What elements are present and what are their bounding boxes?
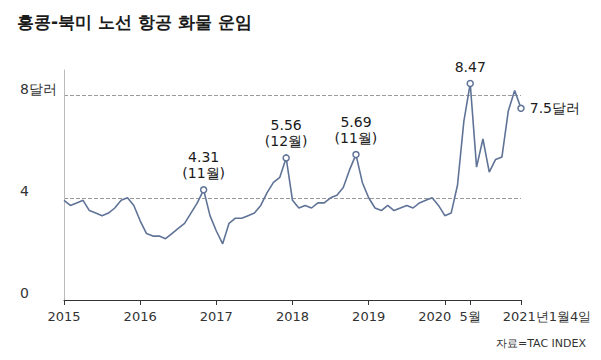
svg-text:2015: 2015 <box>47 309 80 324</box>
svg-text:2019: 2019 <box>352 309 385 324</box>
svg-text:2020: 2020 <box>418 309 451 324</box>
svg-text:2017: 2017 <box>200 309 233 324</box>
svg-text:2016: 2016 <box>124 309 157 324</box>
svg-text:2021년1월4일: 2021년1월4일 <box>503 309 592 324</box>
svg-text:(11월): (11월) <box>335 130 378 146</box>
svg-text:8달러: 8달러 <box>20 81 57 97</box>
svg-text:5월: 5월 <box>460 309 481 324</box>
svg-text:자료=TAC INDEX: 자료=TAC INDEX <box>496 337 586 350</box>
svg-text:5.56: 5.56 <box>271 117 302 133</box>
svg-text:7.5달러: 7.5달러 <box>530 100 580 116</box>
svg-text:2018: 2018 <box>276 309 309 324</box>
svg-text:4: 4 <box>20 183 29 199</box>
svg-text:(11월): (11월) <box>182 165 225 181</box>
svg-text:홍콩-북미 노선 항공 화물 운임: 홍콩-북미 노선 항공 화물 운임 <box>17 12 252 32</box>
svg-text:(12월): (12월) <box>265 133 308 149</box>
svg-text:0: 0 <box>20 285 29 301</box>
svg-text:8.47: 8.47 <box>455 59 486 75</box>
svg-text:4.31: 4.31 <box>188 149 219 165</box>
svg-text:5.69: 5.69 <box>340 114 371 130</box>
